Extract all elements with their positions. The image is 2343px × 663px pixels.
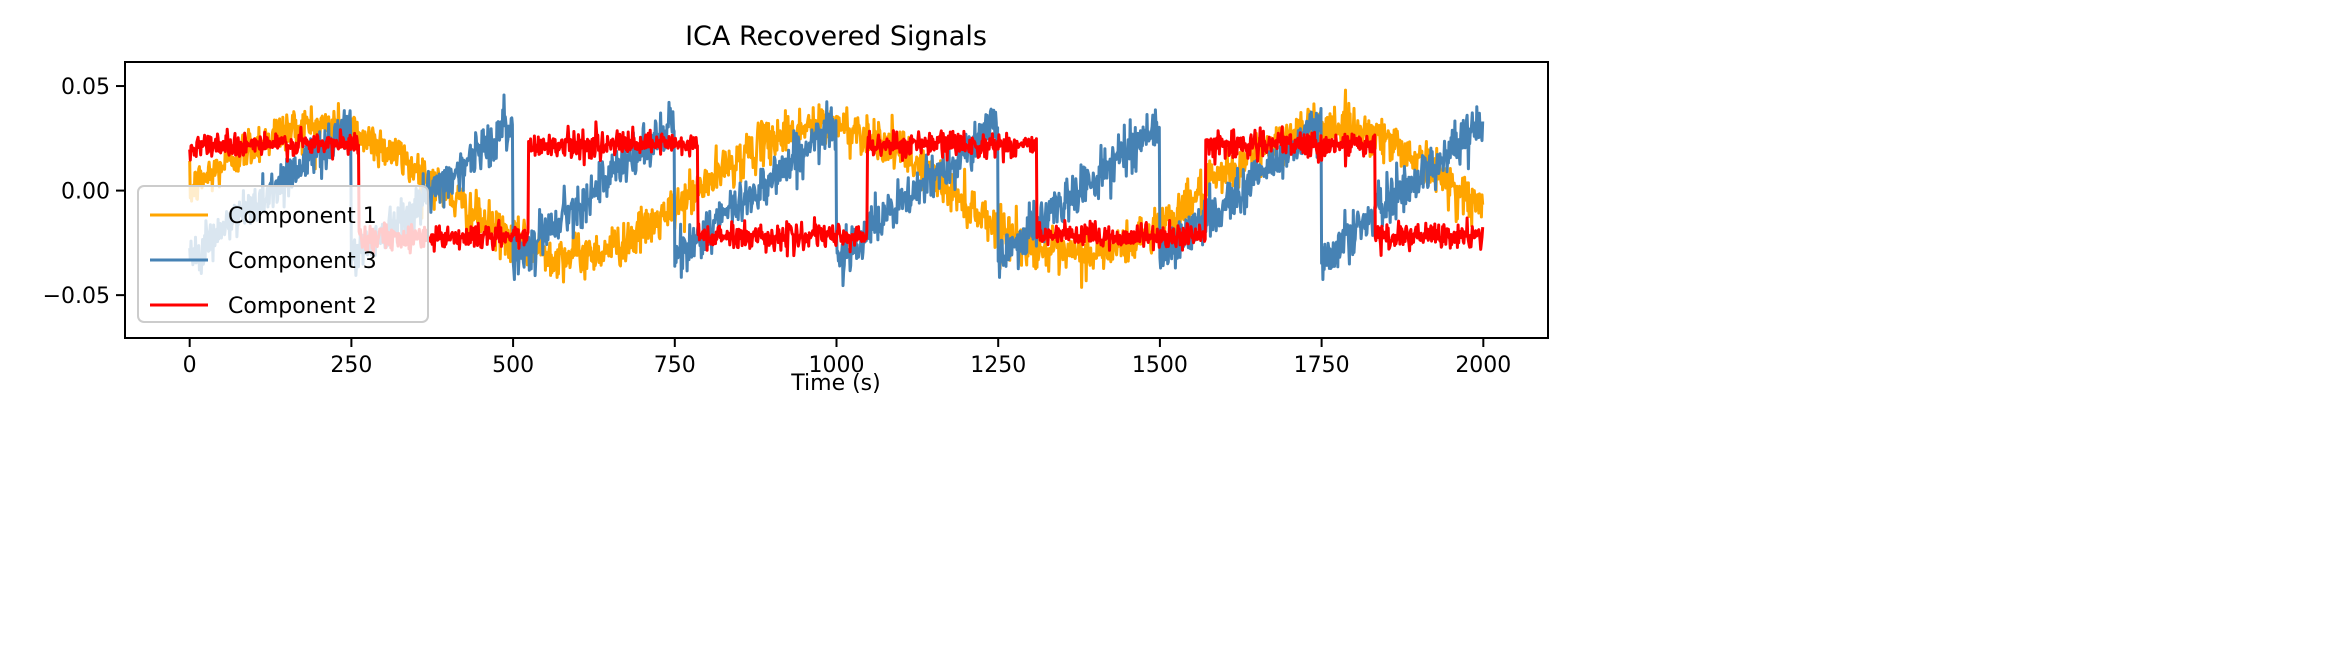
x-tick-label: 1000: [809, 353, 865, 378]
y-tick-label: 0.05: [61, 75, 110, 100]
x-tick-label: 500: [492, 353, 534, 378]
legend-frame: [137, 185, 429, 323]
legend-label: Component 1: [228, 204, 377, 229]
y-tick-label: −0.05: [43, 284, 110, 309]
x-tick-label: 0: [183, 353, 197, 378]
x-tick-label: 2000: [1455, 353, 1511, 378]
legend: Component 1 Component 3 Component 2: [137, 185, 429, 323]
x-tick-label: 1750: [1294, 353, 1350, 378]
legend-label: Component 3: [228, 249, 377, 274]
x-tick-label: 1500: [1132, 353, 1188, 378]
legend-label: Component 2: [228, 294, 377, 319]
y-tick-label: 0.00: [61, 180, 110, 205]
chart-title: ICA Recovered Signals: [685, 21, 987, 52]
x-tick-label: 250: [330, 353, 372, 378]
x-tick-label: 1250: [970, 353, 1026, 378]
x-tick-label: 750: [654, 353, 696, 378]
x-axis-label: Time (s): [790, 371, 880, 396]
x-axis: 0 250 500 750 1000 1250 1500 1750 2000: [183, 338, 1511, 378]
y-axis: 0.05 0.00 −0.05: [43, 75, 125, 309]
